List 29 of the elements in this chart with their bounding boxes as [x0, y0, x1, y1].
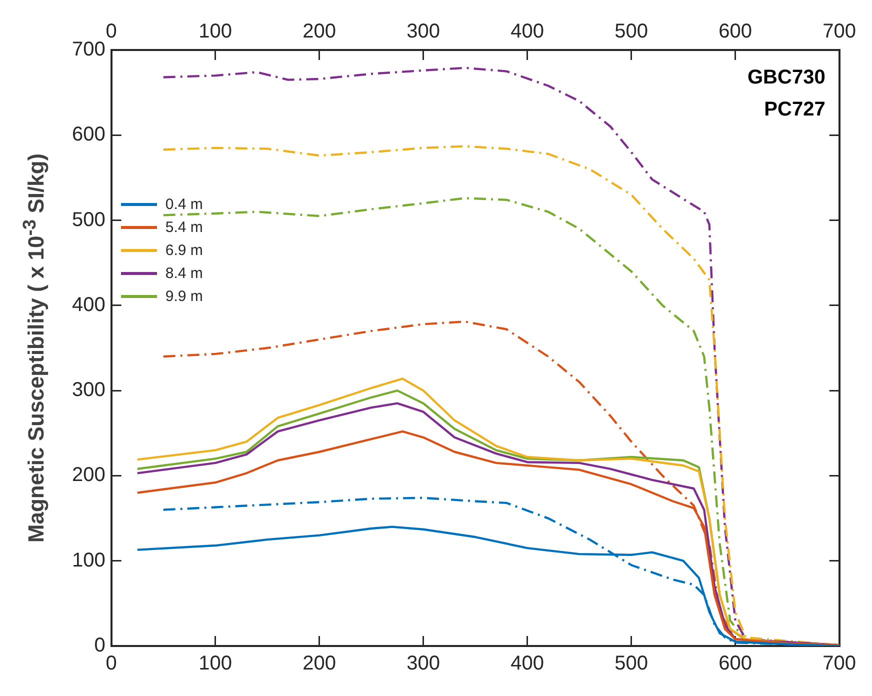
- y-tick-label: 500: [72, 208, 106, 231]
- x2-tick-label: 400: [510, 20, 544, 43]
- x-tick-label: 100: [198, 652, 232, 675]
- x-tick-label: 700: [822, 652, 856, 675]
- annotation: GBC730: [748, 66, 826, 89]
- legend-label: 6.9 m: [165, 242, 203, 260]
- y-tick-label: 700: [72, 38, 106, 61]
- legend-label: 0.4 m: [165, 196, 203, 214]
- x2-tick-label: 200: [302, 20, 336, 43]
- x-tick-label: 500: [614, 652, 648, 675]
- x-tick-label: 300: [406, 652, 440, 675]
- x2-tick-label: 300: [406, 20, 440, 43]
- x2-tick-label: 700: [822, 20, 856, 43]
- y-tick-label: 0: [94, 634, 106, 657]
- annotation: PC727: [764, 98, 826, 121]
- y-tick-label: 100: [72, 549, 106, 572]
- y-tick-label: 200: [72, 464, 106, 486]
- legend-label: 5.4 m: [165, 219, 203, 236]
- x-tick-label: 600: [718, 652, 752, 675]
- x2-tick-label: 500: [614, 20, 648, 43]
- x2-tick-label: 600: [718, 20, 752, 43]
- legend-label: 9.9 m: [165, 288, 203, 306]
- y-tick-label: 400: [72, 294, 106, 316]
- y-tick-label: 600: [72, 124, 106, 146]
- y-tick-label: 300: [72, 379, 106, 402]
- x2-tick-label: 100: [198, 20, 232, 43]
- x-tick-label: 400: [510, 652, 544, 675]
- legend-label: 8.4 m: [165, 265, 203, 282]
- x-tick-label: 200: [302, 652, 336, 675]
